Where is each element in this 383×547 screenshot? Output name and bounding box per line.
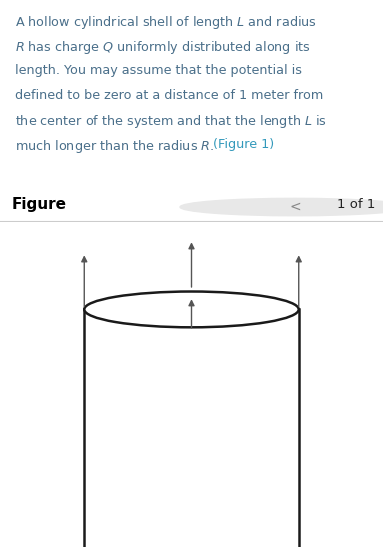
Text: A hollow cylindrical shell of length $\mathit{L}$ and radius: A hollow cylindrical shell of length $\m… bbox=[15, 14, 317, 31]
Ellipse shape bbox=[84, 292, 299, 327]
Text: $\mathit{R}$ has charge $Q$ uniformly distributed along its: $\mathit{R}$ has charge $Q$ uniformly di… bbox=[15, 39, 311, 56]
Text: <: < bbox=[289, 200, 301, 214]
Text: (Figure 1): (Figure 1) bbox=[213, 138, 274, 151]
Text: length. You may assume that the potential is: length. You may assume that the potentia… bbox=[15, 64, 302, 77]
Text: Figure: Figure bbox=[11, 196, 67, 212]
Text: 1 of 1: 1 of 1 bbox=[337, 197, 375, 211]
Text: defined to be zero at a distance of 1 meter from: defined to be zero at a distance of 1 me… bbox=[15, 89, 324, 102]
Text: the center of the system and that the length $\mathit{L}$ is: the center of the system and that the le… bbox=[15, 113, 327, 130]
Text: much longer than the radius $\mathit{R}$.: much longer than the radius $\mathit{R}$… bbox=[15, 138, 216, 155]
Circle shape bbox=[180, 199, 383, 216]
